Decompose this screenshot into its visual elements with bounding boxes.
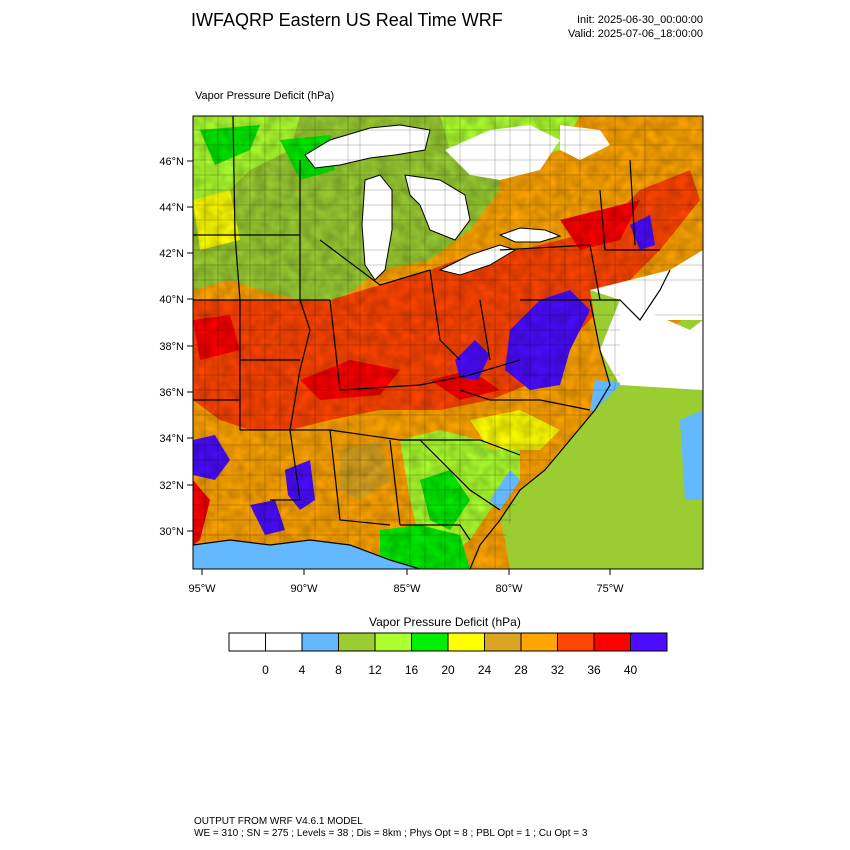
colorbar-tick-label: 32 [551,663,565,677]
footer-model: OUTPUT FROM WRF V4.6.1 MODEL [194,816,363,827]
lat-label: 42°N [159,248,184,260]
lat-label: 44°N [159,202,184,214]
colorbar-tick-label: 28 [514,663,528,677]
county-borders [193,116,703,569]
colorbar-tick-label: 16 [405,663,419,677]
colorbar-swatch [301,632,339,652]
lon-axis: 95°W 90°W 85°W 80°W 75°W [188,569,624,595]
map-area [193,116,703,569]
colorbar-swatch [265,632,303,652]
quebec-white [560,125,610,160]
atlantic-coastline [469,269,671,569]
field-title: Vapor Pressure Deficit (hPa) [195,90,335,102]
lon-label: 85°W [393,583,421,595]
lake-michigan [361,174,393,281]
lon-label: 95°W [188,583,216,595]
lon-label: 80°W [495,583,523,595]
canada-white [445,125,560,180]
colorbar-swatch [484,632,522,652]
valid-time: Valid: 2025-07-06_18:00:00 [568,28,703,40]
colorbar-tick-label: 36 [587,663,601,677]
lake-huron [404,174,471,241]
footer-config: WE = 310 ; SN = 275 ; Levels = 38 ; Dis … [194,828,588,839]
ocean-overlay [505,385,703,569]
page-title: IWFAQRP Eastern US Real Time WRF [191,10,503,30]
white-ocean-overlay [620,300,703,390]
map-frame [192,115,704,570]
colorbar-tick-label: 40 [624,663,638,677]
colorbar-tick-label: 24 [478,663,492,677]
colorbar-title: Vapor Pressure Deficit (hPa) [369,615,521,629]
colorbar-swatch [447,632,485,652]
colorbar-swatch [557,632,595,652]
lat-label: 46°N [159,156,184,168]
ocean-blue-overlay [680,410,703,500]
colorbar-tick-label: 12 [368,663,382,677]
colorbar: 0 4 8 12 16 20 24 28 32 36 40 [228,632,668,677]
lat-axis: 46°N 44°N 42°N 40°N 38°N 36°N 34°N 32°N 30°N [159,156,193,538]
colorbar-swatch [593,632,631,652]
lon-label: 75°W [596,583,624,595]
colorbar-tick-label: 20 [441,663,455,677]
lat-label: 32°N [159,480,184,492]
colorbar-tick-label: 0 [262,663,269,677]
lat-label: 34°N [159,433,184,445]
colorbar-swatch [338,632,376,652]
colorbar-swatch [374,632,412,652]
colorbar-swatch [630,632,668,652]
lat-label: 36°N [159,387,184,399]
colorbar-swatch [520,632,558,652]
colorbar-tick-label: 4 [299,663,306,677]
lat-label: 40°N [159,294,184,306]
north-atlantic-white [590,250,703,320]
colorbar-swatch [411,632,449,652]
init-time: Init: 2025-06-30_00:00:00 [577,14,703,26]
gulf-overlay [193,540,420,569]
lat-label: 30°N [159,526,184,538]
lat-label: 38°N [159,341,184,353]
colorbar-tick-label: 8 [335,663,342,677]
colorbar-swatch [228,632,266,652]
gulf-coastline [193,539,421,569]
lon-label: 90°W [290,583,318,595]
